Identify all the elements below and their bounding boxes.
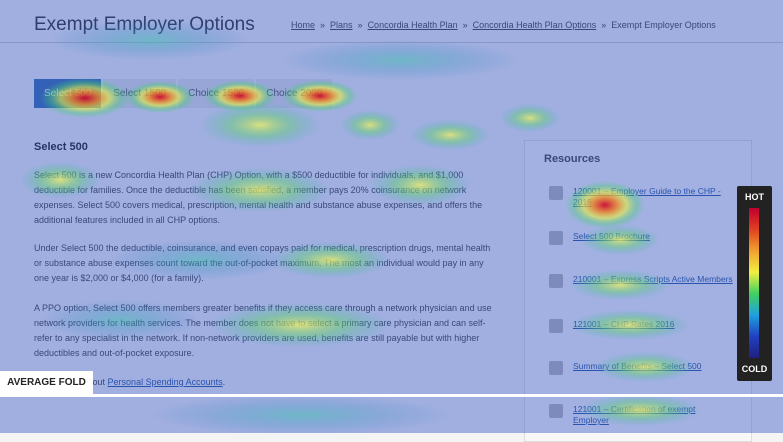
file-icon [549, 274, 563, 288]
breadcrumb-link[interactable]: Plans [315, 20, 353, 30]
legend-cold: COLD [741, 364, 768, 374]
breadcrumb-link[interactable]: Home [291, 20, 316, 30]
legend-hot: HOT [745, 192, 764, 202]
breadcrumb-link[interactable]: Concordia Health Plan [353, 20, 458, 30]
legend-gradient [749, 208, 759, 358]
file-icon [549, 319, 563, 333]
fold-line [0, 394, 783, 397]
breadcrumb: HomePlansConcordia Health PlanConcordia … [291, 20, 716, 30]
sidebar-title: Resources [544, 153, 601, 165]
file-icon [549, 404, 563, 418]
fold-label: AVERAGE FOLD [0, 371, 93, 395]
file-icon [549, 186, 563, 200]
breadcrumb-current: Exempt Employer Options [596, 20, 716, 30]
page: Exempt Employer Options HomePlansConcord… [0, 0, 783, 433]
file-icon [549, 231, 563, 245]
link[interactable]: Personal Spending Accounts [107, 377, 223, 387]
heatmap-overlay [0, 0, 783, 433]
heat-legend: HOT COLD [737, 186, 772, 381]
file-icon [549, 361, 563, 375]
heat-spots [20, 20, 700, 433]
text: . [222, 377, 226, 387]
breadcrumb-link[interactable]: Concordia Health Plan Options [458, 20, 597, 30]
section-heading: Select 500 [34, 141, 88, 153]
